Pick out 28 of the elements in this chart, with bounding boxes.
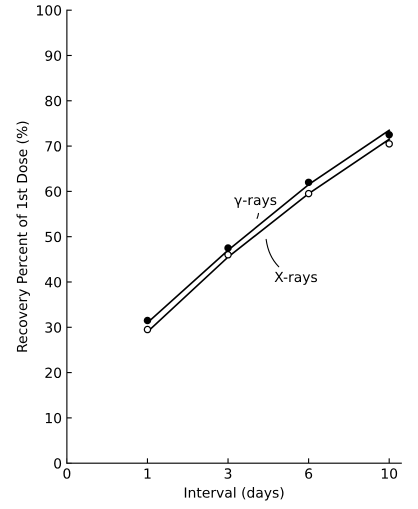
x-tick-label: 3 (224, 468, 232, 479)
y-axis-title: Recovery Percent of 1st Dose (%) (16, 122, 30, 352)
point (224, 251, 232, 259)
y-tick-label: 0 (54, 458, 62, 469)
point (144, 316, 152, 324)
point (304, 190, 312, 198)
x-axis-title: Interval (days) (184, 487, 284, 500)
y-tick-label: 90 (45, 50, 62, 61)
x-tick-label: 6 (305, 468, 312, 479)
x-tick-label: 10 (382, 468, 398, 479)
y-tick-label: 100 (37, 5, 62, 16)
y-tick-label: 10 (46, 412, 62, 424)
y-tick-label: 20 (45, 368, 62, 378)
y-tick-label: 30 (45, 322, 62, 333)
x-tick-label: 0 (63, 468, 70, 479)
point (385, 131, 393, 139)
y-tick-label: 70 (45, 141, 62, 152)
y-tick-label: 60 (45, 186, 62, 197)
y-tick-label: 50 (45, 232, 62, 242)
x-tick-label: 1 (144, 468, 151, 479)
y-tick-label: 40 (45, 276, 62, 288)
y-tick-label: 80 (45, 96, 62, 106)
point (304, 178, 312, 186)
annotation: γ-rays (234, 197, 276, 208)
point (385, 140, 393, 148)
point (224, 244, 232, 252)
annotation: X-rays (274, 272, 318, 285)
point (144, 326, 152, 334)
